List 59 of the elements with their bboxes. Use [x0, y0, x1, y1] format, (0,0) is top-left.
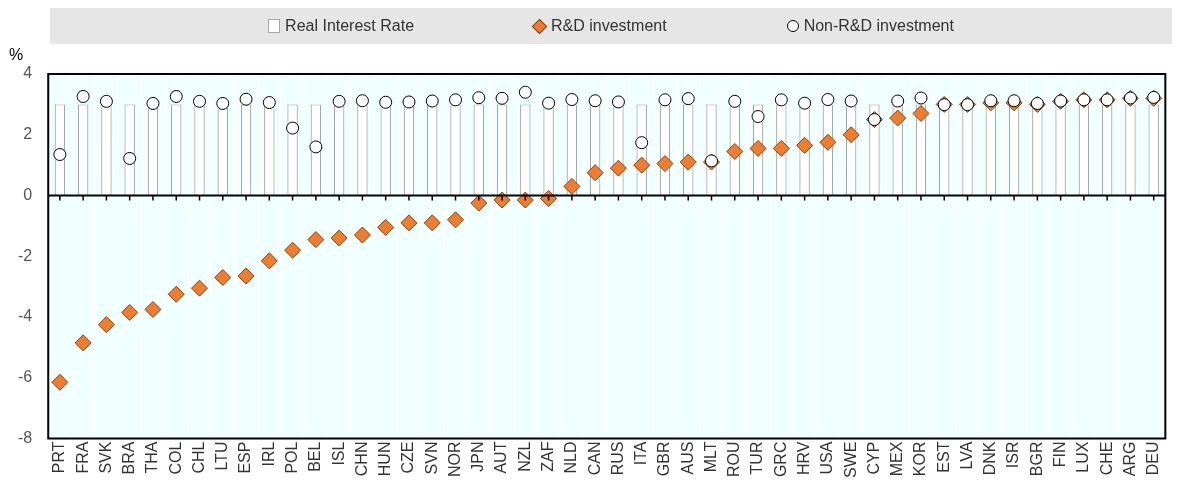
x-tick-label: LUX	[1074, 441, 1092, 473]
legend-label: Non-R&D investment	[803, 17, 954, 35]
x-tick-label: DNK	[981, 441, 999, 476]
x-tick-label: PRT	[50, 441, 68, 474]
x-tick-label: ISR	[1004, 441, 1022, 469]
x-tick-label: GRC	[771, 441, 789, 478]
x-tick-label: CAN	[585, 441, 603, 476]
x-tick-label: LTU	[213, 441, 231, 471]
y-tick-label: -8	[17, 428, 33, 446]
x-tick-label: NLD	[562, 441, 580, 474]
x-tick-label: CZE	[399, 441, 417, 474]
x-tick-label: FIN	[1051, 441, 1069, 468]
x-tick-label: MEX	[888, 441, 906, 477]
x-tick-label: BGR	[1027, 441, 1045, 477]
x-tick-label: NZL	[515, 441, 533, 472]
x-tick-label: ESP	[236, 441, 254, 474]
y-tick-label: -4	[17, 307, 33, 325]
x-tick-label: TUR	[748, 441, 766, 475]
y-axis-title: %	[9, 46, 24, 64]
x-tick-label: CHN	[352, 441, 370, 477]
x-tick-label: ZAF	[539, 441, 557, 472]
y-tick-label: -6	[17, 368, 33, 386]
x-tick-label: GBR	[655, 441, 673, 477]
x-tick-label: BEL	[306, 441, 324, 472]
x-tick-label: JPN	[469, 441, 487, 472]
x-tick-label: FRA	[73, 441, 91, 474]
x-tick-label: LVA	[957, 441, 975, 470]
legend-label: Real Interest Rate	[285, 17, 415, 35]
x-tick-label: DEU	[1144, 441, 1162, 476]
x-tick-label: SWE	[841, 441, 859, 479]
x-tick-label: SVN	[422, 441, 440, 475]
x-tick-label: POL	[283, 441, 300, 474]
x-tick-label: KOR	[911, 441, 929, 477]
x-tick-label: HRV	[795, 441, 813, 476]
x-tick-label: BRA	[120, 441, 138, 475]
x-tick-label: ISL	[329, 441, 347, 466]
x-tick-label: CYP	[864, 441, 882, 475]
x-tick-label: ITA	[632, 441, 650, 466]
x-tick-label: CHE	[1097, 441, 1115, 476]
x-tick-label: IRL	[259, 441, 277, 467]
x-tick-label: AUS	[678, 441, 696, 475]
x-tick-label: USA	[818, 441, 836, 475]
y-tick-label: 2	[23, 125, 33, 143]
legend-label: R&D investment	[551, 17, 667, 35]
x-tick-label: AUT	[492, 441, 510, 474]
x-tick-label: ARG	[1120, 441, 1138, 477]
x-tick-label: RUS	[608, 441, 626, 476]
x-tick-label: EST	[934, 441, 952, 473]
x-tick-label: NOR	[445, 441, 463, 478]
x-tick-label: CHL	[189, 441, 207, 474]
x-tick-label: SVK	[96, 441, 114, 474]
x-tick-label: HUN	[376, 441, 394, 477]
x-tick-label: THA	[143, 441, 161, 474]
x-tick-label: COL	[166, 441, 184, 475]
x-tick-label: ROU	[725, 441, 743, 478]
y-tick-label: -2	[17, 246, 33, 264]
x-tick-label: MLT	[701, 441, 719, 473]
y-tick-label: 0	[23, 185, 33, 203]
y-tick-label: 4	[23, 64, 33, 82]
